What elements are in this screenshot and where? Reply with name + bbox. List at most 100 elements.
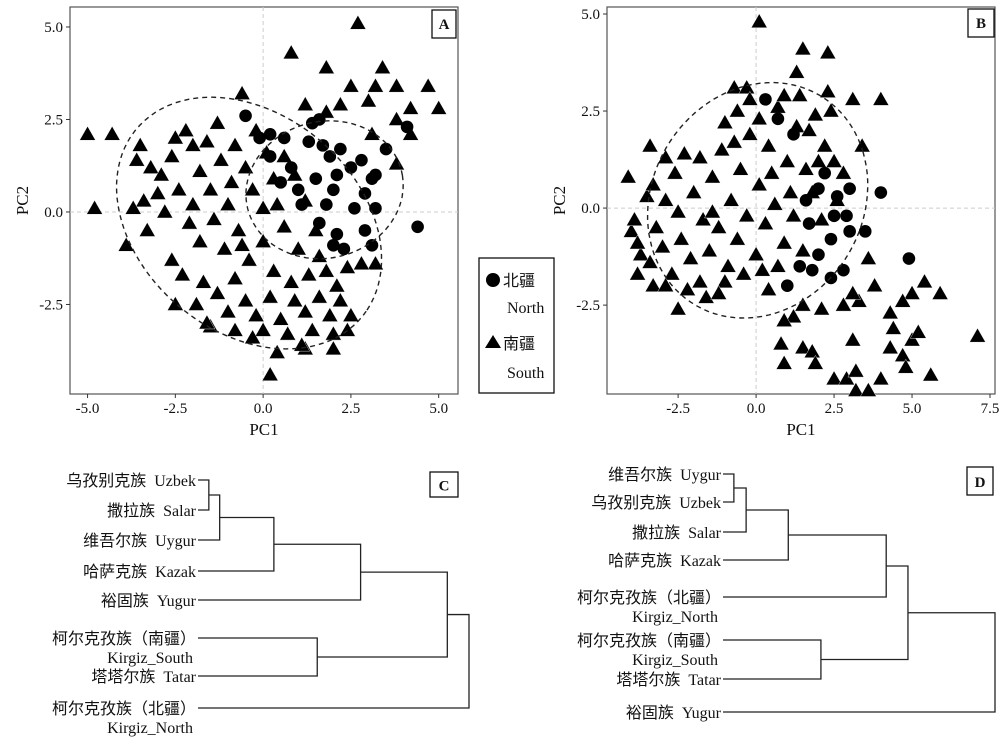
x-tick-label: 0.0	[747, 401, 766, 417]
data-point-north	[330, 227, 344, 241]
data-point-south	[860, 382, 877, 397]
dendrogram-branch	[723, 639, 822, 680]
data-point-north	[843, 225, 856, 238]
data-point-south	[903, 331, 921, 347]
data-point-south	[191, 233, 209, 248]
data-point-south	[342, 307, 360, 322]
data-point-south	[753, 261, 771, 277]
dendrogram-branch	[723, 473, 735, 503]
y-axis-title: PC2	[550, 186, 569, 215]
data-point-south	[847, 362, 865, 378]
data-point-south	[188, 296, 205, 311]
data-point-south	[363, 125, 381, 141]
data-point-south	[685, 184, 703, 199]
data-point-south	[738, 207, 756, 223]
leaf-label-cn: 撒拉族	[107, 502, 155, 520]
data-point-south	[86, 199, 103, 215]
leaf-label-cn: 维吾尔族	[83, 532, 147, 550]
data-point-south	[219, 196, 237, 211]
data-point-south	[732, 160, 749, 176]
data-point-south	[265, 262, 283, 278]
data-point-south	[237, 159, 254, 174]
data-point-north	[379, 142, 393, 156]
leaf-label: 哈萨克族 Kazak	[608, 552, 721, 570]
y-axis-title: PC2	[13, 186, 32, 215]
leaf-label: 乌孜别克族 Uzbek	[591, 494, 721, 512]
leaf-label-cn: 裕固族	[626, 704, 674, 722]
data-point-south	[750, 110, 768, 125]
data-point-south	[716, 273, 734, 289]
data-point-south	[307, 222, 325, 237]
data-point-south	[797, 160, 815, 176]
data-point-south	[349, 14, 367, 30]
y-tick-label: 5.0	[581, 7, 600, 23]
data-point-south	[644, 277, 662, 292]
dendrogram-branch	[198, 613, 470, 709]
data-point-south	[872, 90, 890, 106]
data-point-south	[212, 151, 230, 167]
data-point-north	[295, 198, 309, 211]
data-point-north	[843, 182, 856, 195]
leaf-label: 哈萨克族 Kazak	[83, 563, 196, 581]
data-point-south	[103, 125, 121, 141]
data-point-south	[296, 96, 314, 111]
legend-triangle-marker	[485, 335, 501, 348]
dendrogram-branch	[820, 565, 909, 661]
x-tick-label: 0.0	[254, 401, 273, 417]
data-point-south	[332, 292, 349, 307]
data-point-north	[327, 238, 340, 252]
dendrogram-branch	[198, 479, 210, 511]
data-point-south	[657, 191, 674, 207]
leaf-label-en: Tatar	[688, 672, 721, 689]
x-axis-title: PC1	[249, 420, 278, 439]
leaf-label-en: Uzbek	[154, 473, 196, 490]
data-point-south	[321, 307, 339, 322]
data-point-south	[894, 347, 912, 362]
data-point-south	[819, 44, 837, 60]
data-point-north	[793, 259, 807, 273]
data-point-south	[813, 300, 830, 316]
data-point-north	[316, 139, 330, 152]
data-point-south	[198, 133, 216, 148]
data-point-south	[725, 133, 743, 149]
data-point-south	[782, 184, 799, 199]
data-point-north	[411, 220, 424, 234]
leaf-label-en: Yugur	[157, 593, 197, 610]
x-tick-label: 5.0	[429, 401, 448, 417]
data-point-south	[835, 296, 852, 312]
data-point-south	[682, 250, 699, 265]
data-point-south	[909, 323, 927, 339]
data-point-south	[710, 285, 728, 300]
data-point-south	[430, 99, 448, 115]
data-point-south	[286, 166, 304, 182]
data-point-south	[282, 273, 300, 289]
data-point-south	[778, 153, 796, 168]
data-point-south	[142, 159, 160, 174]
data-point-south	[844, 90, 862, 106]
data-point-north	[313, 113, 326, 126]
data-point-south	[275, 148, 293, 163]
data-point-north	[277, 131, 291, 145]
data-point-north	[253, 131, 266, 145]
data-point-north	[313, 216, 326, 230]
data-point-north	[365, 172, 379, 185]
data-point-south	[360, 92, 377, 108]
data-point-north	[780, 279, 794, 293]
data-point-south	[647, 219, 665, 234]
data-point-south	[860, 250, 877, 265]
data-point-south	[289, 240, 307, 256]
data-point-south	[138, 222, 156, 237]
data-point-south	[775, 312, 793, 327]
data-point-south	[124, 199, 142, 215]
data-point-south	[657, 277, 674, 292]
data-point-south	[663, 265, 681, 281]
x-tick-label: -5.0	[76, 401, 100, 417]
data-point-south	[219, 303, 237, 319]
data-point-south	[247, 307, 265, 322]
data-point-south	[794, 339, 812, 355]
data-point-north	[309, 172, 323, 185]
data-point-north	[302, 135, 316, 148]
data-point-north	[840, 209, 853, 223]
data-point-south	[310, 288, 328, 304]
